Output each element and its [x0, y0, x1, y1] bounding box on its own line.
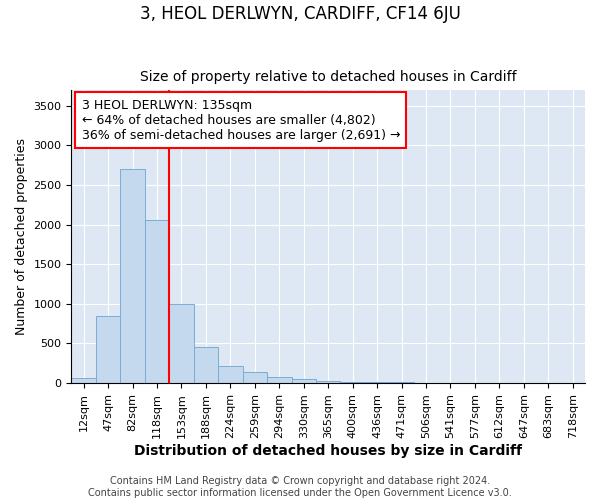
- Bar: [194, 348, 218, 383]
- Text: 3 HEOL DERLWYN: 135sqm
← 64% of detached houses are smaller (4,802)
36% of semi-: 3 HEOL DERLWYN: 135sqm ← 64% of detached…: [82, 98, 400, 142]
- Bar: [316, 380, 340, 383]
- Bar: [340, 382, 365, 383]
- Bar: [218, 366, 242, 383]
- Bar: [365, 382, 389, 383]
- Bar: [121, 169, 145, 383]
- Text: 3, HEOL DERLWYN, CARDIFF, CF14 6JU: 3, HEOL DERLWYN, CARDIFF, CF14 6JU: [140, 5, 460, 23]
- Bar: [71, 378, 96, 383]
- Y-axis label: Number of detached properties: Number of detached properties: [15, 138, 28, 335]
- Bar: [389, 382, 414, 383]
- Bar: [169, 304, 194, 383]
- X-axis label: Distribution of detached houses by size in Cardiff: Distribution of detached houses by size …: [134, 444, 522, 458]
- Bar: [267, 377, 292, 383]
- Bar: [292, 378, 316, 383]
- Title: Size of property relative to detached houses in Cardiff: Size of property relative to detached ho…: [140, 70, 517, 85]
- Text: Contains HM Land Registry data © Crown copyright and database right 2024.
Contai: Contains HM Land Registry data © Crown c…: [88, 476, 512, 498]
- Bar: [96, 316, 121, 383]
- Bar: [145, 220, 169, 383]
- Bar: [242, 372, 267, 383]
